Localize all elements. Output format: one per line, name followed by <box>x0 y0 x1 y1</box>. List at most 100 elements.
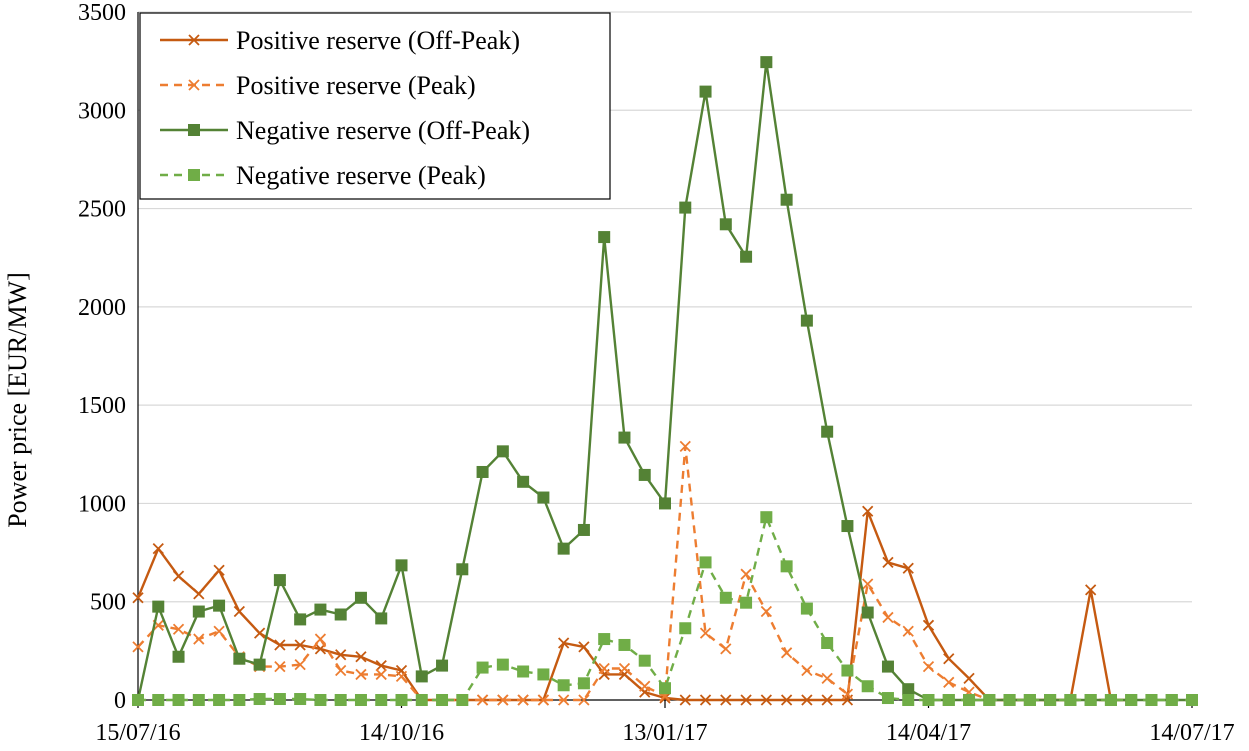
data-point <box>415 694 428 706</box>
data-point <box>861 680 874 693</box>
data-point <box>740 694 752 706</box>
data-point <box>618 431 631 444</box>
data-point <box>862 578 874 590</box>
data-point <box>760 511 773 524</box>
data-point <box>253 693 266 706</box>
data-point <box>132 641 144 653</box>
data-point <box>375 668 387 681</box>
x-tick-label: 14/07/17 <box>1149 720 1234 746</box>
data-point <box>760 56 773 69</box>
legend-label: Negative reserve (Off-Peak) <box>236 116 530 145</box>
data-point <box>1084 694 1097 706</box>
data-point <box>902 683 915 696</box>
data-point <box>334 694 347 706</box>
data-point <box>188 79 200 91</box>
data-point <box>537 694 550 706</box>
data-point <box>1003 694 1016 706</box>
data-point <box>557 542 570 555</box>
data-point <box>456 563 469 576</box>
data-point <box>273 574 286 587</box>
y-tick-label: 2000 <box>78 295 126 321</box>
data-point <box>922 619 935 631</box>
data-point <box>1165 694 1178 706</box>
data-point <box>274 660 286 673</box>
data-point <box>213 599 226 612</box>
data-point <box>618 638 631 651</box>
data-point <box>922 660 935 673</box>
data-point <box>780 647 793 659</box>
y-tick-label: 500 <box>90 590 126 616</box>
data-point <box>841 520 854 533</box>
data-point <box>1125 694 1138 706</box>
data-point <box>780 560 793 573</box>
data-point <box>699 85 712 98</box>
data-point <box>314 694 327 706</box>
data-point <box>294 693 307 706</box>
data-point <box>679 622 692 635</box>
data-point <box>355 651 367 663</box>
data-point <box>436 694 449 706</box>
data-point <box>801 664 813 677</box>
data-point <box>720 643 732 655</box>
data-point <box>902 694 915 706</box>
data-point <box>1064 694 1077 706</box>
data-point <box>172 623 185 635</box>
data-point <box>862 505 874 517</box>
data-point <box>476 465 489 478</box>
series-layer <box>132 56 1198 706</box>
data-point <box>192 694 205 706</box>
legend-box <box>139 12 611 200</box>
data-point <box>517 694 529 706</box>
data-point <box>821 672 833 685</box>
data-point <box>780 694 793 706</box>
data-point <box>537 668 550 681</box>
data-point <box>294 658 306 671</box>
data-point <box>334 608 347 621</box>
data-point <box>558 637 570 649</box>
data-point <box>294 639 306 651</box>
data-point <box>132 592 144 604</box>
data-point <box>679 440 691 453</box>
data-point <box>517 475 530 488</box>
data-point <box>800 314 813 327</box>
data-point <box>942 694 955 706</box>
legend-item: Positive reserve (Peak) <box>160 71 476 100</box>
legend-label: Negative reserve (Peak) <box>236 161 486 190</box>
legend-item: Negative reserve (Off-Peak) <box>160 116 530 145</box>
data-point <box>354 694 367 706</box>
data-point <box>659 682 671 695</box>
data-point <box>578 694 590 706</box>
data-point <box>577 677 590 690</box>
data-point <box>314 603 327 616</box>
series-line <box>136 510 1132 702</box>
y-tick-label: 3500 <box>78 0 126 26</box>
data-point <box>922 694 935 706</box>
data-point <box>618 662 631 675</box>
data-point <box>335 649 347 661</box>
data-point <box>132 694 144 706</box>
data-point <box>598 633 611 646</box>
data-point <box>395 694 408 706</box>
axes: 0 500 1000 1500 2000 2500 3000 3500 15/07/16 14/1… <box>78 0 1235 746</box>
data-point <box>436 659 449 672</box>
y-tick-label: 3000 <box>78 98 126 124</box>
data-point <box>780 193 793 206</box>
data-point <box>943 676 955 688</box>
data-point <box>699 627 712 639</box>
data-point <box>188 169 200 181</box>
data-point <box>152 600 165 613</box>
data-point <box>902 562 914 574</box>
legend-item: Negative reserve (Peak) <box>160 161 486 190</box>
data-point <box>395 670 408 683</box>
data-point <box>841 688 854 700</box>
data-point <box>1104 694 1117 706</box>
data-point <box>152 543 164 555</box>
data-point <box>719 218 732 231</box>
data-point <box>188 34 200 46</box>
data-point <box>902 625 914 637</box>
data-point <box>193 588 205 600</box>
data-point <box>354 591 367 604</box>
data-point <box>375 659 387 672</box>
data-point <box>456 694 469 706</box>
